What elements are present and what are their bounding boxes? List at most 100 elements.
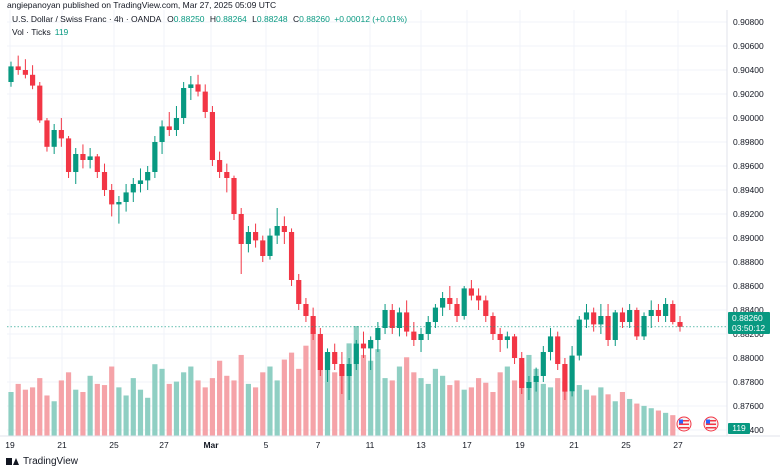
volume-bar	[425, 383, 431, 436]
candle	[627, 304, 633, 328]
candle	[583, 304, 590, 328]
candle	[555, 331, 561, 370]
volume-bar	[109, 366, 115, 436]
candle	[37, 82, 43, 123]
candle	[224, 163, 230, 193]
volume-bar	[173, 381, 180, 436]
candle	[425, 316, 431, 340]
volume-bar	[332, 372, 338, 436]
candle	[288, 228, 295, 286]
volume-bar	[87, 375, 93, 436]
volume-bar	[209, 378, 216, 436]
volume-bar	[152, 364, 158, 436]
time-axis: 19 21 25 27 Mar 5 7 11 13 17 19 21 25 27	[5, 440, 683, 450]
volume-bar	[598, 387, 604, 436]
candle	[562, 358, 568, 400]
price-tick-label: 0.88800	[733, 257, 764, 267]
candle	[332, 343, 338, 370]
volume-bar	[533, 368, 539, 436]
volume-bar	[411, 372, 417, 436]
candle	[389, 304, 395, 334]
candle	[339, 352, 345, 394]
last-price-value: 0.88260	[732, 313, 763, 323]
ohlc-legend: U.S. Dollar / Swiss Franc · 4h · OANDA O…	[12, 14, 407, 24]
candle	[454, 298, 460, 322]
volume-bar	[497, 372, 503, 436]
flag-icons	[676, 416, 719, 432]
candle	[173, 106, 180, 136]
candle	[591, 307, 597, 332]
candle	[109, 184, 115, 217]
volume-bar	[166, 383, 172, 436]
time-tick-label: 27	[159, 440, 169, 450]
volume-bar	[217, 360, 223, 436]
candle	[526, 376, 532, 400]
candle	[655, 304, 662, 322]
candle	[475, 288, 482, 310]
candle	[73, 148, 79, 184]
candle	[195, 74, 201, 97]
volume-label[interactable]: Vol · Ticks	[12, 27, 51, 37]
candle	[677, 316, 683, 332]
volume-bar	[195, 380, 201, 436]
volume-bar	[252, 387, 259, 436]
volume-bar	[540, 383, 546, 436]
volume-bar	[454, 380, 460, 436]
volume-bar	[310, 329, 316, 436]
candle	[511, 334, 518, 364]
candle	[116, 196, 122, 224]
candle	[490, 312, 496, 340]
price-tick-label: 0.90600	[733, 41, 764, 51]
volume-bar	[389, 380, 395, 436]
volume-bar	[238, 354, 244, 436]
candle	[267, 228, 273, 260]
price-tick-label: 0.90200	[733, 89, 764, 99]
brand-name[interactable]: TradingView	[23, 456, 79, 467]
volume-bar	[440, 375, 446, 436]
candle	[188, 76, 194, 100]
candle	[346, 358, 352, 400]
candle	[22, 59, 28, 79]
volume-bar	[360, 354, 367, 436]
symbol-name[interactable]: U.S. Dollar / Swiss Franc · 4h · OANDA	[12, 14, 161, 24]
candle	[648, 300, 654, 328]
volume-bar	[641, 405, 647, 436]
bar-countdown: 03:50:12	[732, 323, 766, 333]
volume-bar	[569, 392, 575, 436]
candle	[468, 280, 474, 301]
volume-bar	[224, 375, 230, 436]
candle	[569, 346, 575, 397]
candle	[281, 216, 287, 244]
volume-bar	[94, 383, 100, 436]
time-tick-label: 25	[621, 440, 631, 450]
volume-bar	[274, 380, 280, 436]
volume-bar	[519, 364, 525, 436]
candle	[145, 166, 151, 190]
volume-bar	[353, 326, 359, 436]
volume-bar	[483, 382, 489, 436]
footer: TradingView	[6, 456, 78, 467]
volume-value: 119	[54, 27, 69, 37]
volume-bar	[627, 398, 633, 436]
time-tick-label: 21	[569, 440, 579, 450]
candle	[15, 55, 21, 75]
candle	[404, 300, 410, 337]
candle	[576, 316, 582, 361]
candle	[598, 304, 604, 334]
volume-bar	[317, 337, 323, 436]
volume-bar	[562, 381, 568, 436]
candle	[396, 307, 403, 337]
candle	[519, 352, 525, 394]
price-tick-label: 0.88000	[733, 353, 764, 363]
price-tick-label: 0.89800	[733, 137, 764, 147]
candle	[497, 328, 503, 352]
time-tick-label: 27	[673, 440, 683, 450]
open-value: 0.88250	[173, 14, 205, 24]
candle	[94, 154, 100, 178]
volume-tag: 119	[728, 423, 750, 434]
volume-bar	[22, 389, 28, 436]
volume-bar	[468, 387, 474, 436]
volume-bar	[245, 383, 251, 436]
candle	[375, 322, 381, 352]
